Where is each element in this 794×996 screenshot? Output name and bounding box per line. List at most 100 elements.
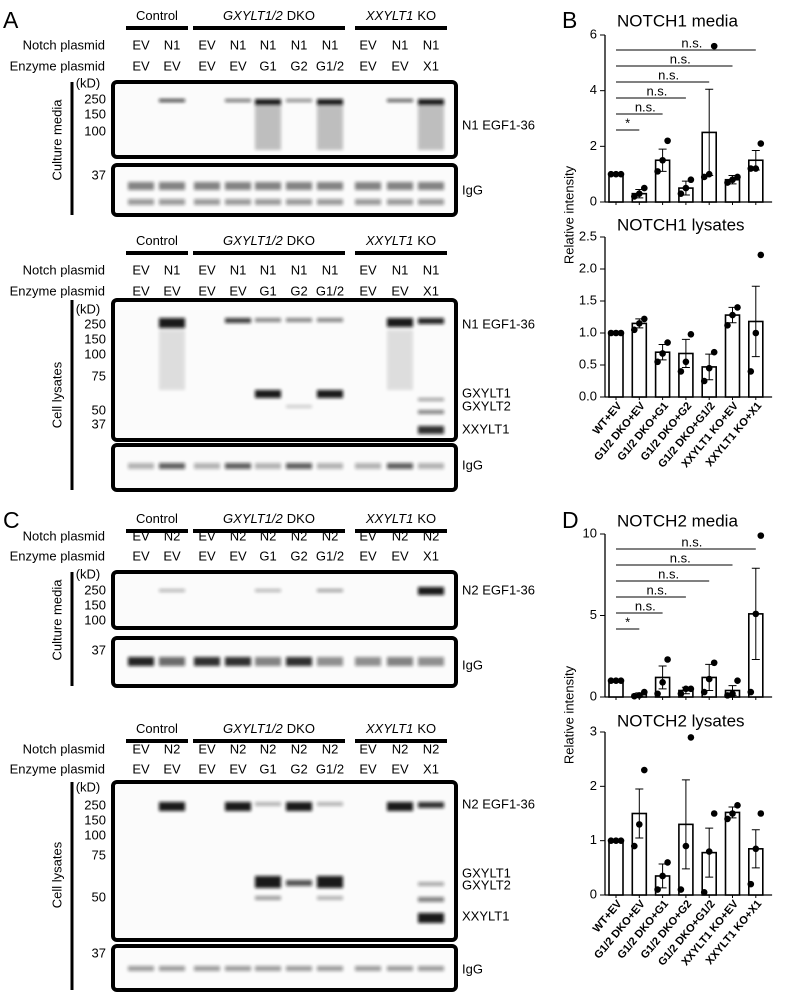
data-point (612, 329, 620, 337)
marker-label: 50 (92, 889, 106, 904)
blot-band (355, 966, 381, 971)
data-point (682, 842, 690, 850)
lane-label: EV (229, 548, 247, 563)
side-label: Culture media (49, 579, 64, 661)
blot-band (387, 199, 413, 205)
lane-label: N2 (291, 528, 308, 543)
blot-band (418, 882, 444, 886)
y-tick-label: 0 (590, 886, 597, 901)
data-point (687, 734, 695, 741)
blot-band (418, 182, 444, 190)
data-point (607, 170, 615, 178)
data-point (700, 888, 708, 896)
lane-label: X1 (423, 761, 439, 776)
band-label: N1 EGF1-36 (462, 117, 535, 132)
blot-band (255, 105, 281, 150)
data-point (747, 368, 755, 375)
group-label: DKO (287, 721, 315, 736)
lane-label: EV (359, 528, 377, 543)
blot-band (225, 318, 251, 323)
data-point (631, 842, 638, 850)
significance-label: n.s. (646, 83, 667, 98)
data-point (757, 532, 765, 539)
lane-label: G1 (259, 761, 276, 776)
data-point (617, 170, 625, 178)
group-header: GXYLT1/2 DKO (223, 233, 315, 248)
blot-band (418, 657, 444, 666)
data-point (641, 184, 648, 192)
blot-band (286, 99, 312, 102)
lane-label: G1/2 (316, 58, 344, 73)
blot-band (128, 182, 154, 190)
blot-band (286, 966, 312, 971)
blot-band (286, 405, 312, 408)
lane-label: G1 (259, 283, 276, 298)
data-point (612, 837, 620, 844)
data-point (612, 677, 620, 684)
significance-label: n.s. (670, 51, 691, 66)
bar (631, 322, 648, 398)
group-label: KO (417, 233, 436, 248)
blot-band (225, 199, 251, 205)
y-tick-label: 0 (590, 688, 597, 703)
blot-band (255, 463, 281, 469)
blot-band (194, 463, 220, 469)
blot-band (418, 318, 444, 324)
lane-label: N2 (423, 528, 440, 543)
data-point (710, 348, 718, 356)
blot-band (418, 966, 444, 971)
lane-label: EV (359, 283, 377, 298)
blot-band (418, 410, 444, 414)
error-bar (635, 788, 644, 839)
y-axis-label: Relative intensity (561, 165, 576, 264)
blot-band (418, 398, 444, 401)
blot-frame (111, 298, 458, 442)
lane-label: N1 (164, 262, 181, 277)
data-point (607, 677, 615, 684)
group-header: GXYLT1/2 DKO (223, 8, 315, 23)
lane-label: G1 (259, 548, 276, 563)
lane-label: EV (359, 262, 377, 277)
group-label: Control (136, 721, 178, 736)
blot-band (159, 589, 185, 592)
blot-band (387, 966, 413, 971)
group-header: GXYLT1/2 DKO (223, 511, 315, 526)
row-label: Enzyme plasmid (10, 548, 105, 563)
band-label: GXYLT2 (462, 398, 511, 413)
data-point (757, 140, 765, 147)
blot-band (387, 802, 413, 811)
bar (608, 839, 624, 896)
lane-label: EV (359, 761, 377, 776)
y-tick-label: 10 (583, 525, 597, 540)
y-tick-label: 3 (590, 723, 597, 738)
data-point (641, 688, 648, 696)
bar (608, 332, 624, 398)
blot-band (194, 199, 220, 205)
lane-label: EV (359, 58, 377, 73)
lane-label: EV (163, 548, 181, 563)
blot-band (418, 463, 444, 469)
marker-label: 250 (84, 582, 106, 597)
blot-band (387, 657, 413, 666)
blot-band (418, 587, 444, 595)
blot-band (286, 880, 312, 886)
side-label: Culture media (49, 99, 64, 181)
band-label: GXYLT1 (462, 385, 511, 400)
lane-label: EV (229, 761, 247, 776)
data-point (729, 690, 736, 698)
band-label: N2 EGF1-36 (462, 582, 535, 597)
band-label: IgG (462, 657, 483, 672)
blot-band (225, 99, 251, 102)
blot-band (225, 966, 251, 971)
blot-band (225, 802, 251, 811)
blot-band (159, 463, 185, 469)
chart-title: NOTCH1 media (617, 11, 738, 30)
data-point (677, 368, 685, 375)
gene-name: GXYLT1/2 (223, 511, 284, 526)
y-tick-label: 2.5 (579, 228, 597, 243)
blot-band (159, 966, 185, 971)
gene-name: XXYLT1 (365, 233, 413, 248)
band-label: N2 EGF1-36 (462, 796, 535, 811)
marker-label: 37 (92, 642, 106, 657)
